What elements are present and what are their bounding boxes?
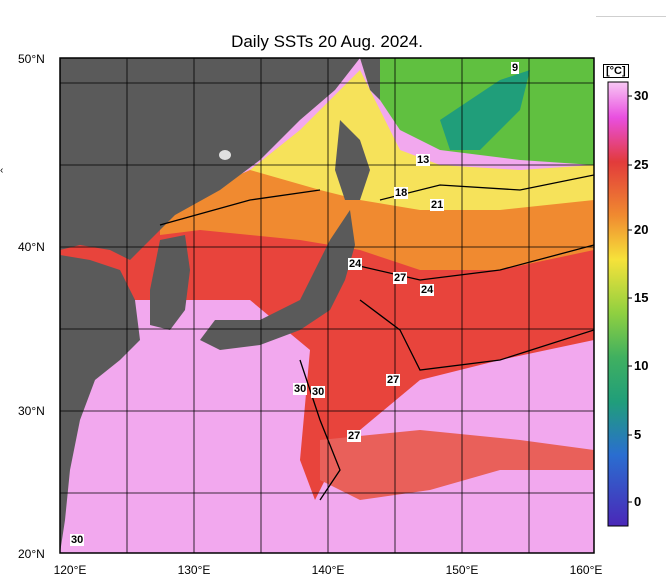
lat-label-30n: 30°N bbox=[18, 404, 45, 418]
sea-red-patch bbox=[320, 430, 594, 500]
sea-red-zone bbox=[60, 220, 594, 500]
lon-label-160e: 160°E bbox=[569, 563, 603, 577]
contour-label: 30 bbox=[293, 383, 308, 395]
graticule bbox=[60, 58, 594, 553]
lon-label-150e: 150°E bbox=[445, 563, 479, 577]
side-mark: ‹ bbox=[0, 165, 4, 176]
contour-label: 18 bbox=[394, 187, 409, 199]
lon-label-130e: 130°E bbox=[177, 563, 211, 577]
contour-label: 27 bbox=[393, 272, 408, 284]
colorbar bbox=[607, 81, 629, 527]
colorbar-tick-15: 15 bbox=[634, 290, 649, 305]
colorbar-tick-20: 20 bbox=[634, 222, 649, 237]
colorbar-tick-5: 5 bbox=[634, 427, 642, 442]
lon-label-120e: 120°E bbox=[53, 563, 87, 577]
lake-khanka bbox=[219, 150, 231, 160]
land-china-coast bbox=[60, 255, 140, 553]
contour-label: 24 bbox=[348, 258, 363, 270]
colorbar-tick-30: 30 bbox=[634, 88, 649, 103]
lat-label-40n: 40°N bbox=[18, 240, 45, 254]
contour-label: 21 bbox=[430, 199, 445, 211]
sea-orange-zone bbox=[160, 150, 594, 270]
contour-18 bbox=[379, 174, 594, 201]
land-sakhalin bbox=[360, 58, 380, 100]
contour-label: 27 bbox=[386, 374, 401, 386]
top-rule bbox=[596, 16, 666, 17]
map-title: Daily SSTs 20 Aug. 2024. bbox=[231, 32, 423, 51]
contour-30 bbox=[299, 359, 341, 501]
sea-cold-zone bbox=[440, 70, 530, 150]
contour-label: 30 bbox=[311, 386, 326, 398]
contour-27 bbox=[359, 299, 594, 371]
colorbar-unit: [°C] bbox=[603, 64, 629, 78]
contour-24 bbox=[354, 244, 594, 281]
colorbar-tick-10: 10 bbox=[634, 358, 649, 373]
contour-label: 24 bbox=[420, 284, 435, 296]
colorbar-tick-0: 0 bbox=[634, 494, 642, 509]
contour-label: 9 bbox=[511, 62, 520, 74]
contour-label: 13 bbox=[416, 154, 431, 166]
land-hokkaido bbox=[335, 120, 370, 200]
map-frame bbox=[59, 57, 595, 554]
contour-label: 27 bbox=[347, 430, 362, 442]
colorbar-tick-25: 25 bbox=[634, 157, 649, 172]
contour-label: 30 bbox=[70, 534, 85, 546]
lat-label-50n: 50°N bbox=[18, 52, 45, 66]
lat-label-20n: 20°N bbox=[18, 547, 45, 561]
contour-21 bbox=[159, 189, 321, 226]
land-asia bbox=[60, 58, 360, 260]
lon-label-140e: 140°E bbox=[311, 563, 345, 577]
sea-yellow-zone bbox=[250, 70, 594, 210]
colorbar-ticks bbox=[628, 95, 632, 503]
land-korea bbox=[150, 235, 190, 330]
land-japan bbox=[200, 210, 355, 350]
